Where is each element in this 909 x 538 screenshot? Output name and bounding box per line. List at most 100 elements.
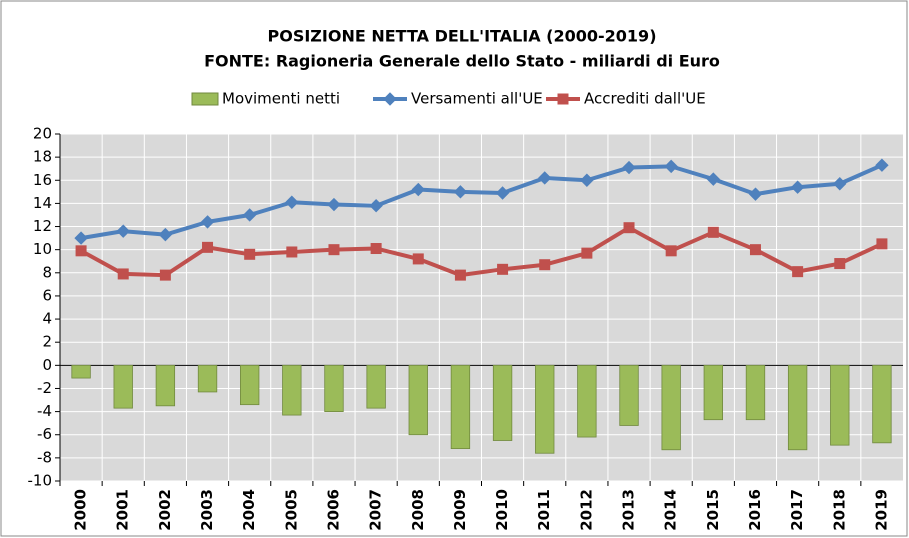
y-tick-label: 6 — [42, 286, 52, 304]
bar — [872, 364, 892, 444]
y-tick-label: 0 — [42, 356, 52, 374]
bar — [450, 364, 471, 450]
line-marker — [664, 159, 678, 174]
line-marker — [497, 263, 509, 275]
y-tick-label: 20 — [33, 125, 52, 143]
y-tick-label: 18 — [33, 148, 52, 166]
x-tick-label: 2016 — [746, 489, 764, 531]
bar — [830, 364, 850, 446]
legend-marker — [383, 92, 397, 106]
bar — [366, 364, 386, 409]
chart-subtitle: FONTE: Ragioneria Generale dello Stato -… — [204, 52, 720, 71]
line-marker — [833, 177, 847, 191]
x-tick-label: 2013 — [620, 489, 638, 531]
line-marker — [370, 243, 382, 255]
bar — [282, 364, 302, 416]
legend-label: Movimenti netti — [222, 90, 340, 108]
x-tick-label: 2003 — [198, 489, 216, 531]
y-tick-label: 14 — [33, 194, 52, 212]
bar — [492, 364, 513, 441]
line-marker — [328, 244, 340, 256]
line-marker — [539, 259, 551, 271]
bar — [324, 364, 344, 413]
line-marker — [495, 186, 510, 200]
line-marker — [242, 208, 257, 222]
line-marker — [244, 248, 256, 260]
line-marker — [454, 269, 466, 281]
y-tick-label: 16 — [33, 171, 52, 189]
line-marker — [748, 187, 763, 201]
bar — [197, 364, 218, 393]
x-tick-label: 2012 — [577, 489, 595, 531]
line-marker — [876, 238, 888, 250]
x-tick-label: 2000 — [72, 489, 90, 531]
line-marker — [453, 185, 468, 199]
y-tick-label: -2 — [37, 379, 52, 397]
x-tick-label: 2009 — [451, 489, 469, 531]
line-marker — [581, 247, 593, 259]
legend-label: Accrediti dall'UE — [584, 90, 706, 108]
y-tick-label: -8 — [37, 448, 52, 466]
bar — [71, 364, 91, 379]
y-tick-label: 10 — [33, 240, 52, 258]
bar — [745, 364, 766, 421]
x-tick-label: 2017 — [788, 489, 806, 531]
line-marker — [834, 258, 846, 270]
line-marker — [158, 227, 173, 242]
bar — [155, 364, 176, 407]
line-marker — [411, 182, 425, 197]
x-tick-label: 2019 — [872, 489, 890, 531]
line-marker — [623, 222, 635, 234]
bar — [787, 364, 808, 451]
line-marker — [875, 158, 889, 172]
line-marker — [792, 266, 804, 278]
line-marker — [327, 197, 341, 212]
line-marker — [707, 226, 719, 238]
y-tick-label: -6 — [37, 425, 52, 443]
bar — [703, 364, 723, 421]
line-marker — [665, 245, 677, 257]
bar — [619, 364, 639, 426]
y-tick-label: -10 — [28, 472, 53, 490]
x-tick-label: 2008 — [409, 489, 427, 531]
line-marker — [74, 231, 88, 245]
line — [80, 225, 883, 278]
x-tick-label: 2001 — [114, 489, 132, 531]
line-marker — [285, 195, 299, 209]
chart-title: POSIZIONE NETTA DELL'ITALIA (2000-2019) — [267, 27, 656, 46]
y-tick-label: 8 — [42, 263, 52, 281]
legend-marker — [557, 93, 569, 105]
line-marker — [412, 253, 424, 265]
bar — [577, 364, 597, 438]
line-marker — [117, 268, 129, 280]
x-tick-label: 2005 — [282, 489, 300, 531]
line-marker — [369, 199, 383, 213]
x-tick-label: 2004 — [240, 489, 258, 531]
line-marker — [622, 160, 636, 175]
bar — [661, 364, 681, 451]
line-marker — [116, 224, 130, 238]
x-tick-label: 2010 — [493, 489, 511, 531]
bar — [113, 364, 133, 409]
bar — [408, 364, 428, 436]
x-tick-label: 2018 — [830, 489, 848, 531]
y-tick-label: -4 — [37, 402, 52, 420]
x-tick-label: 2014 — [662, 489, 680, 531]
line-marker — [159, 269, 171, 281]
legend-swatch — [191, 92, 219, 106]
line — [80, 163, 883, 241]
line-marker — [706, 172, 721, 186]
x-tick-label: 2002 — [156, 489, 174, 531]
line-marker — [202, 241, 214, 253]
y-tick-label: 4 — [42, 310, 52, 328]
bar — [240, 364, 260, 406]
x-tick-label: 2011 — [535, 489, 553, 531]
x-tick-label: 2015 — [704, 489, 722, 531]
line-marker — [75, 245, 87, 257]
line-marker — [538, 171, 552, 185]
bar — [535, 364, 555, 454]
line-marker — [200, 215, 215, 229]
y-tick-label: 2 — [42, 333, 52, 351]
y-tick-label: 12 — [33, 217, 52, 235]
